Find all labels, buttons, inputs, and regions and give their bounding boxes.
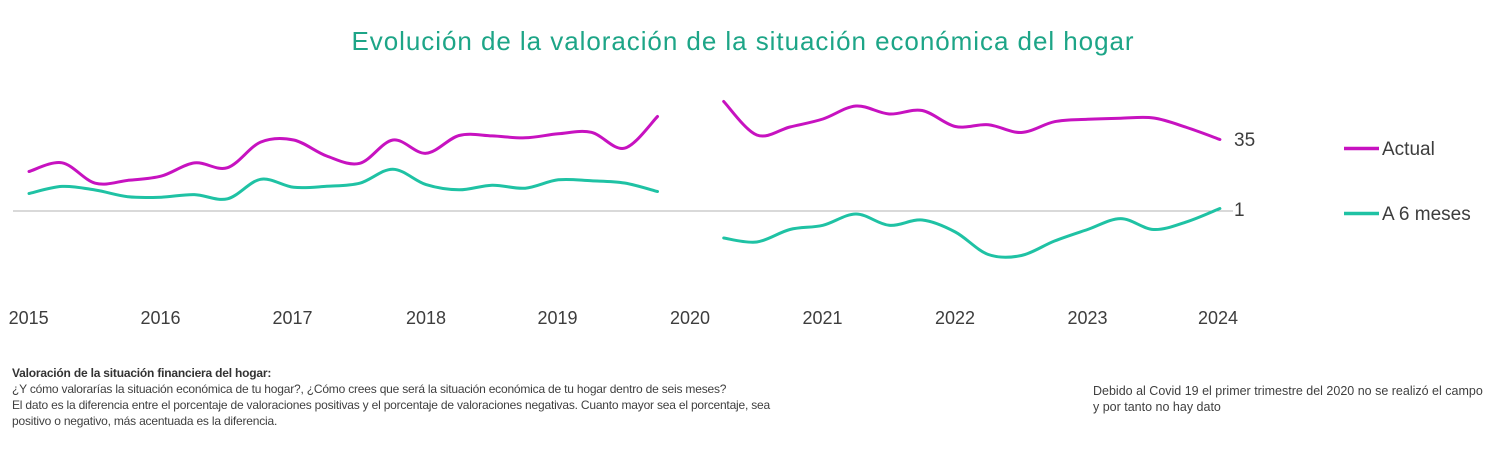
- svg-text:2024: 2024: [1198, 308, 1238, 328]
- svg-text:2021: 2021: [802, 308, 842, 328]
- svg-text:2023: 2023: [1067, 308, 1107, 328]
- svg-text:2022: 2022: [935, 308, 975, 328]
- svg-text:2015: 2015: [9, 308, 49, 328]
- svg-text:35: 35: [1234, 130, 1255, 151]
- svg-text:2020: 2020: [670, 308, 710, 328]
- svg-text:2017: 2017: [272, 308, 312, 328]
- svg-text:A 6 meses: A 6 meses: [1382, 204, 1471, 225]
- svg-text:2018: 2018: [406, 308, 446, 328]
- svg-text:2019: 2019: [537, 308, 577, 328]
- svg-text:1: 1: [1234, 200, 1245, 221]
- svg-text:2016: 2016: [140, 308, 180, 328]
- svg-text:Actual: Actual: [1382, 139, 1435, 160]
